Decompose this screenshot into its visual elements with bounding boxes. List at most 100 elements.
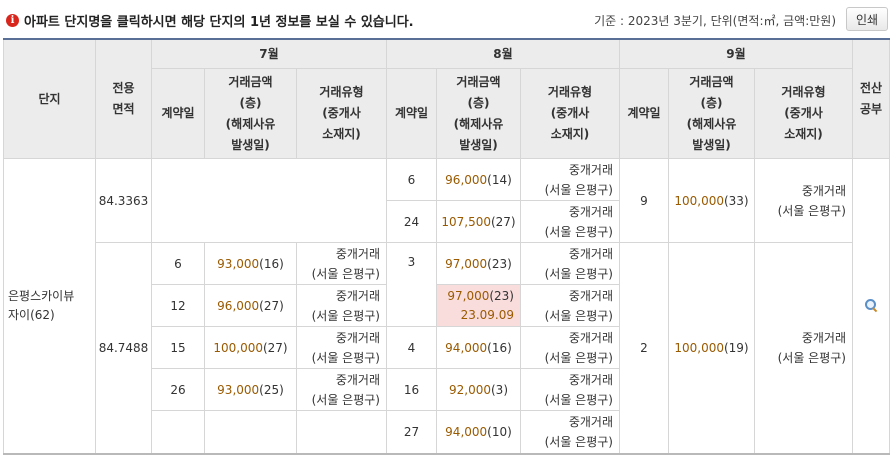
header-contract-day: 계약일: [619, 68, 669, 159]
price: 96,000: [217, 298, 260, 313]
magnifier-icon[interactable]: [865, 298, 877, 311]
table-row: 27 94,000(10) 중개거래 (서울 은평구): [4, 410, 890, 455]
floor: (16): [487, 340, 512, 355]
cancel-date: 23.09.09: [460, 307, 514, 322]
header-area: 전용 면적: [95, 38, 152, 159]
deal-type: 중개거래 (서울 은평구): [754, 158, 853, 243]
header-deal-type: 거래유형 (중개사 소재지): [754, 68, 853, 159]
public-record-cell: [852, 158, 890, 455]
deal-type: 중개거래 (서울 은평구): [520, 410, 620, 455]
contract-day: 2: [619, 242, 669, 455]
area-cell: 84.3363: [95, 158, 152, 243]
floor: (23): [489, 288, 514, 303]
table-row: 12 96,000(27) 중개거래 (서울 은평구) 97,000(23) 23…: [4, 284, 890, 327]
amount-cell: 93,000(25): [204, 368, 297, 411]
floor: (16): [259, 256, 284, 271]
floor: (10): [487, 425, 512, 439]
deal-type: 중개거래 (서울 은평구): [296, 284, 387, 327]
complex-name-link[interactable]: 은평스카이뷰 자이(62): [3, 158, 96, 455]
deal-type: 중개거래 (서울 은평구): [520, 158, 620, 201]
deal-type: 중개거래 (서울 은평구): [520, 200, 620, 243]
floor: (25): [259, 382, 284, 397]
empty-cell: [151, 158, 387, 243]
price: 100,000: [213, 340, 263, 355]
header-month-aug: 8월: [386, 38, 620, 69]
amount-cell: 100,000(27): [204, 326, 297, 369]
contract-day: 27: [386, 410, 437, 455]
contract-day: 4: [386, 326, 437, 369]
price: 97,000: [445, 256, 488, 271]
contract-day: 15: [151, 326, 205, 369]
transaction-table: 단지 전용 면적 7월 8월 9월 전산 공부 계약일 거래금액 (층) (해제…: [3, 38, 890, 455]
header-deal-type: 거래유형 (중개사 소재지): [296, 68, 387, 159]
price: 100,000: [674, 193, 724, 208]
price: 97,000: [447, 288, 490, 303]
deal-type: 중개거래 (서울 은평구): [754, 242, 853, 455]
floor: (23): [487, 256, 512, 271]
empty-cell: [151, 410, 205, 455]
amount-cell: 96,000(27): [204, 284, 297, 327]
contract-day: 12: [151, 284, 205, 327]
price: 94,000: [445, 340, 488, 355]
contract-day: 26: [151, 368, 205, 411]
header-month-jul: 7월: [151, 38, 387, 69]
info-icon: i: [6, 14, 19, 27]
floor: (27): [262, 340, 288, 355]
price: 93,000: [217, 382, 260, 397]
header-amount: 거래금액 (층) (해제사유 발생일): [668, 68, 755, 159]
contract-day: 16: [386, 368, 437, 411]
amount-cell: 107,500(27): [436, 200, 521, 243]
amount-cell: 94,000(16): [436, 326, 521, 369]
amount-cell: 93,000(16): [204, 242, 297, 285]
price: 93,000: [217, 256, 260, 271]
table-row: 15 100,000(27) 중개거래 (서울 은평구) 4 94,000(16…: [4, 326, 890, 369]
deal-type: 중개거래 (서울 은평구): [520, 242, 620, 285]
deal-type: 중개거래 (서울 은평구): [520, 368, 620, 411]
table-row: 은평스카이뷰 자이(62) 84.3363 6 96,000(14) 중개거래 …: [3, 158, 890, 455]
deal-type: 중개거래 (서울 은평구): [296, 368, 387, 411]
cancelled-amount-cell: 97,000(23) 23.09.09: [436, 284, 521, 327]
area-cell: 84.7488: [95, 242, 152, 455]
header-public: 전산 공부: [852, 38, 890, 159]
contract-day: 6: [386, 158, 437, 201]
header-amount: 거래금액 (층) (해제사유 발생일): [436, 68, 521, 159]
header-contract-day: 계약일: [386, 68, 437, 159]
amount-cell: 92,000(3): [436, 368, 521, 411]
notice-text: i 아파트 단지명을 클릭하시면 해당 단지의 1년 정보를 보실 수 있습니다…: [6, 11, 414, 30]
floor: (19): [723, 341, 749, 355]
table-row: 24 107,500(27) 중개거래 (서울 은평구): [4, 200, 890, 243]
header-deal-type: 거래유형 (중개사 소재지): [520, 68, 620, 159]
amount-cell: 94,000(10): [436, 410, 521, 455]
top-bar: i 아파트 단지명을 클릭하시면 해당 단지의 1년 정보를 보실 수 있습니다…: [0, 0, 892, 38]
price: 96,000: [445, 172, 488, 187]
amount-cell: 97,000(23): [436, 242, 521, 285]
price: 94,000: [445, 425, 488, 439]
deal-type: 중개거래 (서울 은평구): [296, 242, 387, 285]
floor: (33): [723, 193, 749, 208]
deal-type: 중개거래 (서울 은평구): [520, 326, 620, 369]
amount-cell: 96,000(14): [436, 158, 521, 201]
contract-day: 9: [619, 158, 669, 243]
amount-cell: 100,000(19): [668, 242, 755, 455]
header-month-sep: 9월: [619, 38, 853, 69]
empty-cell: [204, 410, 297, 455]
print-button[interactable]: 인쇄: [846, 7, 888, 31]
floor: (27): [259, 298, 284, 313]
empty-cell: [296, 410, 387, 455]
basis-text: 기준 : 2023년 3분기, 단위(면적:㎡, 금액:만원): [594, 14, 836, 28]
price: 100,000: [674, 341, 724, 355]
amount-cell: 100,000(33): [668, 158, 755, 243]
notice-label: 아파트 단지명을 클릭하시면 해당 단지의 1년 정보를 보실 수 있습니다.: [24, 15, 414, 30]
header-amount: 거래금액 (층) (해제사유 발생일): [204, 68, 297, 159]
floor: (27): [490, 214, 516, 229]
contract-day: 3: [386, 242, 437, 327]
deal-type: 중개거래 (서울 은평구): [296, 326, 387, 369]
table-row: 84.7488 6 93,000(16) 중개거래 (서울 은평구) 3 97,…: [4, 242, 890, 455]
contract-day: 6: [151, 242, 205, 285]
price: 107,500: [441, 214, 491, 229]
header-complex: 단지: [3, 38, 96, 159]
header-contract-day: 계약일: [151, 68, 205, 159]
price: 92,000: [449, 382, 491, 397]
floor: (14): [487, 172, 512, 187]
deal-type: 중개거래 (서울 은평구): [520, 284, 620, 327]
